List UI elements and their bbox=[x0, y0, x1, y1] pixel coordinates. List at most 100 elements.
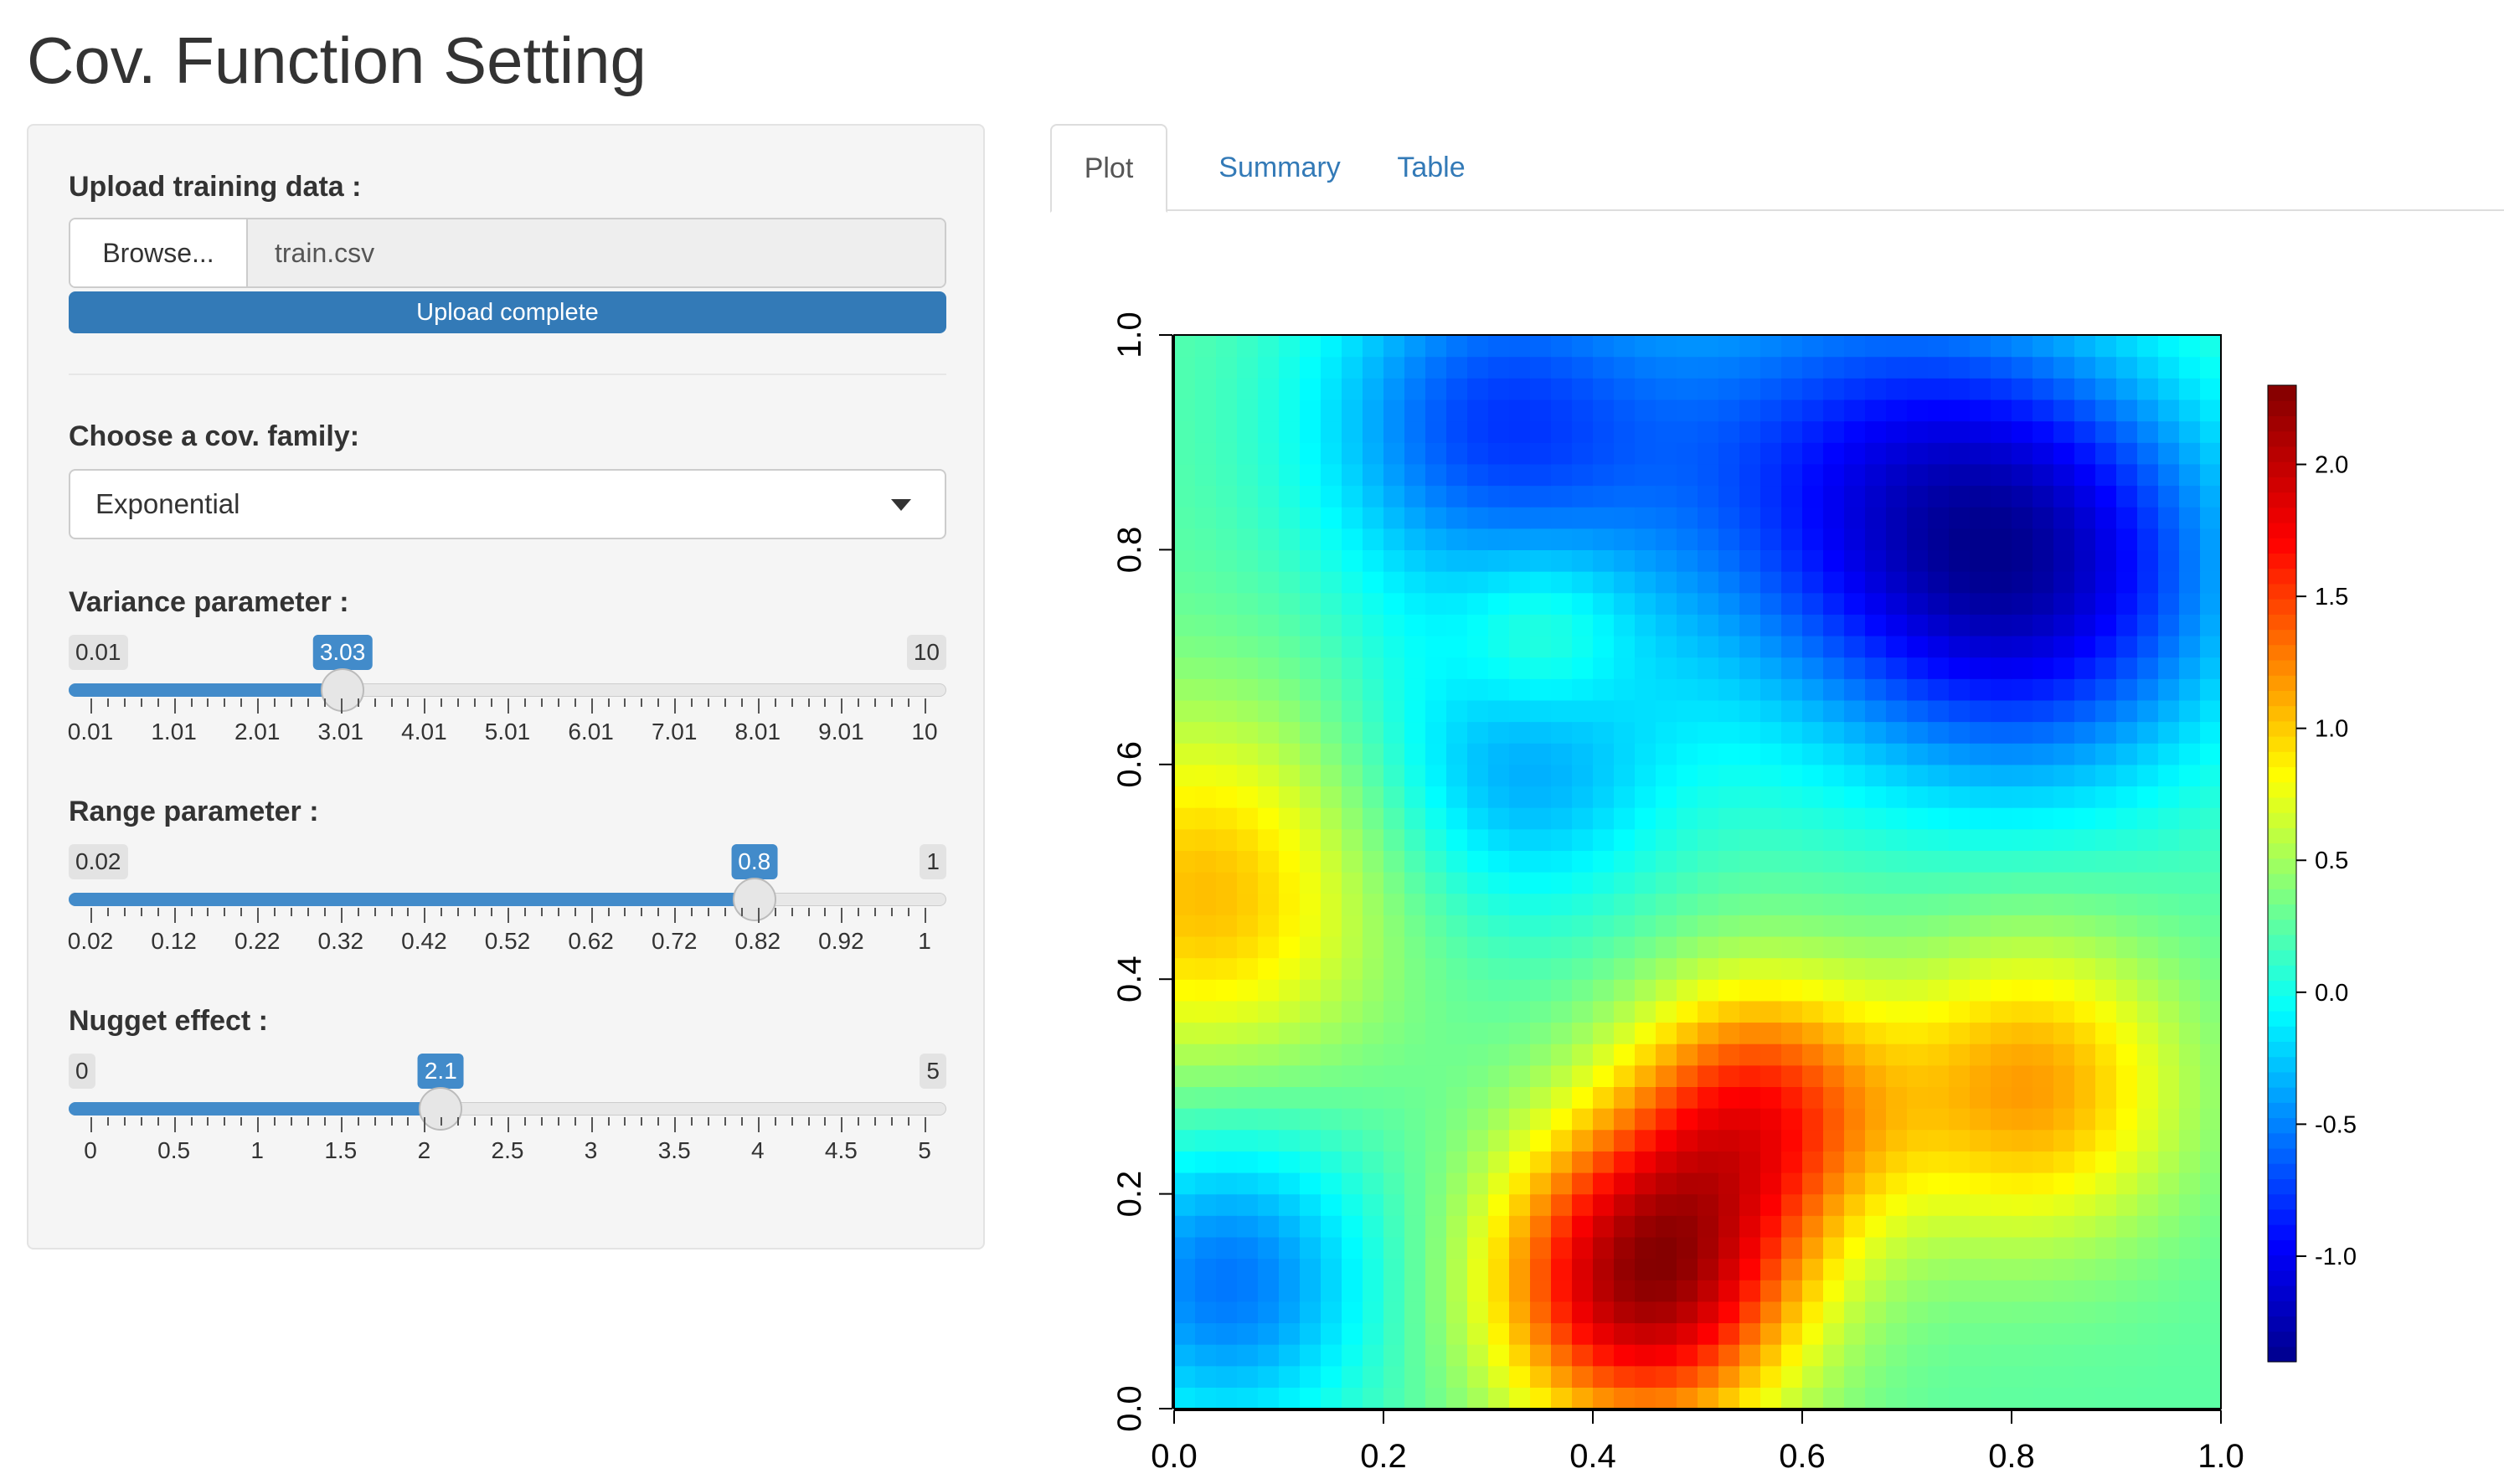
tab-summary[interactable]: Summary bbox=[1219, 151, 1341, 183]
heatmap-cell bbox=[1216, 1301, 1238, 1324]
heatmap-cell bbox=[2012, 1064, 2033, 1087]
heatmap-cell bbox=[1823, 1236, 1845, 1260]
tab-plot[interactable]: Plot bbox=[1050, 124, 1167, 213]
heatmap-cell bbox=[1509, 850, 1531, 873]
heatmap-cell bbox=[2053, 507, 2075, 529]
heatmap-cell bbox=[1363, 1172, 1384, 1195]
heatmap-cell bbox=[1949, 935, 1971, 959]
heatmap-cell bbox=[1886, 699, 1908, 723]
heatmap-cell bbox=[2137, 935, 2159, 959]
heatmap-cell bbox=[2095, 1258, 2117, 1280]
nugget-slider[interactable]: 0 5 2.1 0 0.5 1 1.5 2 2.5 3 3.5 4 4.5 5 bbox=[69, 1054, 953, 1221]
heatmap-cell bbox=[1928, 935, 1950, 959]
heatmap-cell bbox=[1823, 485, 1845, 508]
heatmap-cell bbox=[2179, 549, 2201, 572]
heatmap-cell bbox=[1991, 935, 2012, 959]
heatmap-cell bbox=[1488, 507, 1510, 529]
heatmap-cell bbox=[2158, 1129, 2180, 1152]
heatmap-cell bbox=[1760, 1322, 1782, 1345]
heatmap-cell bbox=[1467, 592, 1489, 615]
heatmap-cell bbox=[1949, 356, 1971, 379]
heatmap-cell bbox=[1467, 743, 1489, 765]
heatmap-cell bbox=[1970, 957, 1991, 980]
heatmap-cell bbox=[2158, 678, 2180, 701]
heatmap-cell bbox=[2012, 420, 2033, 443]
heatmap-cell bbox=[1886, 935, 1908, 959]
heatmap-cell bbox=[1718, 872, 1740, 894]
cov-family-select[interactable]: Exponential bbox=[69, 469, 946, 539]
heatmap-cell bbox=[1760, 893, 1782, 915]
heatmap-cell bbox=[2137, 1129, 2159, 1152]
heatmap-cell bbox=[1991, 1064, 2012, 1087]
heatmap-cell bbox=[1656, 915, 1677, 937]
heatmap-cell bbox=[1237, 807, 1259, 830]
heatmap-cell bbox=[1363, 915, 1384, 937]
heatmap-cell bbox=[1614, 1193, 1636, 1216]
heatmap-cell bbox=[1488, 463, 1510, 487]
heatmap-cell bbox=[1802, 528, 1824, 550]
heatmap-cell bbox=[2074, 1151, 2096, 1173]
colorbar-segment bbox=[2268, 568, 2296, 585]
heatmap-cell bbox=[1446, 935, 1468, 959]
heatmap-cell bbox=[2116, 399, 2138, 422]
heatmap-cell bbox=[1635, 1172, 1656, 1195]
heatmap-cell bbox=[1509, 1236, 1531, 1260]
heatmap-cell bbox=[1781, 635, 1803, 658]
tab-table[interactable]: Table bbox=[1397, 151, 1466, 183]
heatmap-cell bbox=[1907, 485, 1929, 508]
heatmap-cell bbox=[2095, 1322, 2117, 1345]
browse-button[interactable]: Browse... bbox=[70, 219, 248, 286]
slider-handle[interactable] bbox=[419, 1087, 463, 1131]
heatmap-cell bbox=[1258, 1280, 1280, 1302]
heatmap-cell bbox=[1216, 699, 1238, 723]
heatmap-cell bbox=[1928, 957, 1950, 980]
heatmap-cell bbox=[2095, 571, 2117, 594]
slider-tick bbox=[207, 698, 209, 707]
heatmap-cell bbox=[1195, 1108, 1217, 1131]
slider-tick bbox=[774, 698, 776, 707]
heatmap-cell bbox=[1342, 335, 1363, 358]
heatmap-cell bbox=[1363, 1322, 1384, 1345]
heatmap-cell bbox=[1425, 1258, 1447, 1280]
slider-tick-label: 0.42 bbox=[401, 928, 447, 954]
colorbar-segment bbox=[2268, 522, 2296, 538]
variance-slider[interactable]: 0.01 10 3.03 0.01 1.01 2.01 3.01 4.01 5.01 6.01 7.… bbox=[68, 635, 953, 802]
heatmap-cell bbox=[1467, 807, 1489, 830]
heatmap-cell bbox=[1802, 1086, 1824, 1109]
slider-tick-label: 0.5 bbox=[157, 1137, 191, 1163]
heatmap-cell bbox=[2012, 1236, 2033, 1260]
heatmap-cell bbox=[1342, 592, 1363, 615]
heatmap-cell bbox=[1760, 678, 1782, 701]
heatmap-cell bbox=[1614, 807, 1636, 830]
heatmap-cell bbox=[1488, 657, 1510, 679]
heatmap-cell bbox=[1907, 399, 1929, 422]
slider-tick bbox=[224, 1117, 226, 1126]
heatmap-cell bbox=[1907, 1129, 1929, 1152]
heatmap-cell bbox=[1551, 356, 1573, 379]
heatmap-cell bbox=[1195, 828, 1217, 851]
heatmap-cell bbox=[1844, 1387, 1866, 1409]
heatmap-cell bbox=[1823, 1258, 1845, 1280]
heatmap-cell bbox=[1760, 1344, 1782, 1367]
heatmap-cell bbox=[1593, 828, 1615, 851]
heatmap-cell bbox=[1865, 463, 1887, 487]
x-axis-tick-label: 0.8 bbox=[1988, 1438, 2035, 1475]
heatmap-cell bbox=[2200, 1151, 2222, 1173]
file-input[interactable]: Browse... train.csv bbox=[69, 218, 946, 288]
slider-handle[interactable] bbox=[321, 668, 365, 712]
heatmap-cell bbox=[2158, 1108, 2180, 1131]
heatmap-cell bbox=[1216, 1086, 1238, 1109]
range-slider[interactable]: 0.02 1 0.8 0.02 0.12 0.22 0.32 0.42 0.52 0.62 0.72… bbox=[68, 844, 953, 1012]
heatmap-cell bbox=[1614, 957, 1636, 980]
slider-handle[interactable] bbox=[732, 878, 776, 921]
heatmap-cell bbox=[1677, 442, 1698, 465]
heatmap-cell bbox=[1174, 592, 1196, 615]
heatmap-cell bbox=[1781, 356, 1803, 379]
slider-tick bbox=[708, 698, 710, 707]
heatmap-cell bbox=[1593, 893, 1615, 915]
heatmap-cell bbox=[1446, 1301, 1468, 1324]
heatmap-cell bbox=[1530, 635, 1552, 658]
heatmap-cell bbox=[1844, 378, 1866, 400]
heatmap-cell bbox=[1300, 528, 1322, 550]
heatmap-cell bbox=[1467, 614, 1489, 636]
